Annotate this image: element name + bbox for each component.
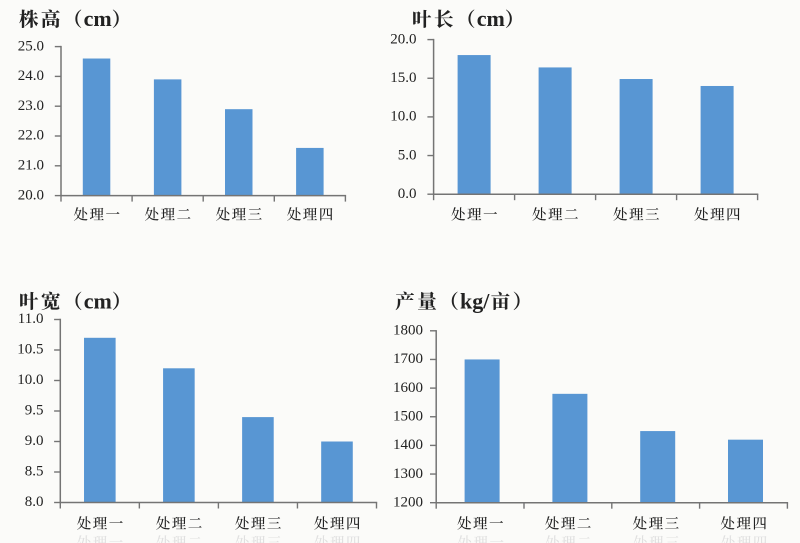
- svg-text:21.0: 21.0: [18, 158, 44, 174]
- svg-text:20.0: 20.0: [390, 31, 416, 47]
- svg-text:10.0: 10.0: [390, 109, 416, 125]
- svg-text:1400: 1400: [393, 437, 423, 453]
- svg-text:cm: cm: [477, 6, 505, 31]
- svg-text:22.0: 22.0: [18, 128, 44, 144]
- svg-text:8.5: 8.5: [25, 464, 44, 480]
- svg-text:1200: 1200: [393, 494, 423, 510]
- svg-text:5.0: 5.0: [398, 147, 417, 163]
- svg-text:10.5: 10.5: [17, 342, 43, 358]
- svg-text:kg/: kg/: [460, 288, 490, 313]
- svg-text:0.0: 0.0: [398, 186, 417, 202]
- svg-text:10.0: 10.0: [17, 372, 43, 388]
- svg-text:11.0: 11.0: [18, 311, 44, 327]
- svg-text:cm: cm: [84, 288, 112, 313]
- svg-text:1600: 1600: [393, 380, 423, 396]
- svg-text:1800: 1800: [393, 323, 423, 339]
- svg-text:cm: cm: [84, 6, 112, 31]
- svg-text:25.0: 25.0: [18, 38, 44, 54]
- svg-text:9.0: 9.0: [25, 433, 44, 449]
- svg-text:20.0: 20.0: [18, 187, 44, 203]
- svg-text:1500: 1500: [393, 408, 423, 424]
- svg-text:8.0: 8.0: [25, 494, 44, 510]
- svg-text:1300: 1300: [393, 466, 423, 482]
- svg-text:9.5: 9.5: [25, 403, 44, 419]
- svg-text:15.0: 15.0: [390, 70, 416, 86]
- svg-text:24.0: 24.0: [18, 68, 44, 84]
- svg-text:23.0: 23.0: [18, 98, 44, 114]
- svg-text:1700: 1700: [393, 351, 423, 367]
